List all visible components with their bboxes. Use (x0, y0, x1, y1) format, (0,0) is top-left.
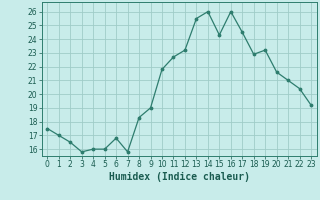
X-axis label: Humidex (Indice chaleur): Humidex (Indice chaleur) (109, 172, 250, 182)
